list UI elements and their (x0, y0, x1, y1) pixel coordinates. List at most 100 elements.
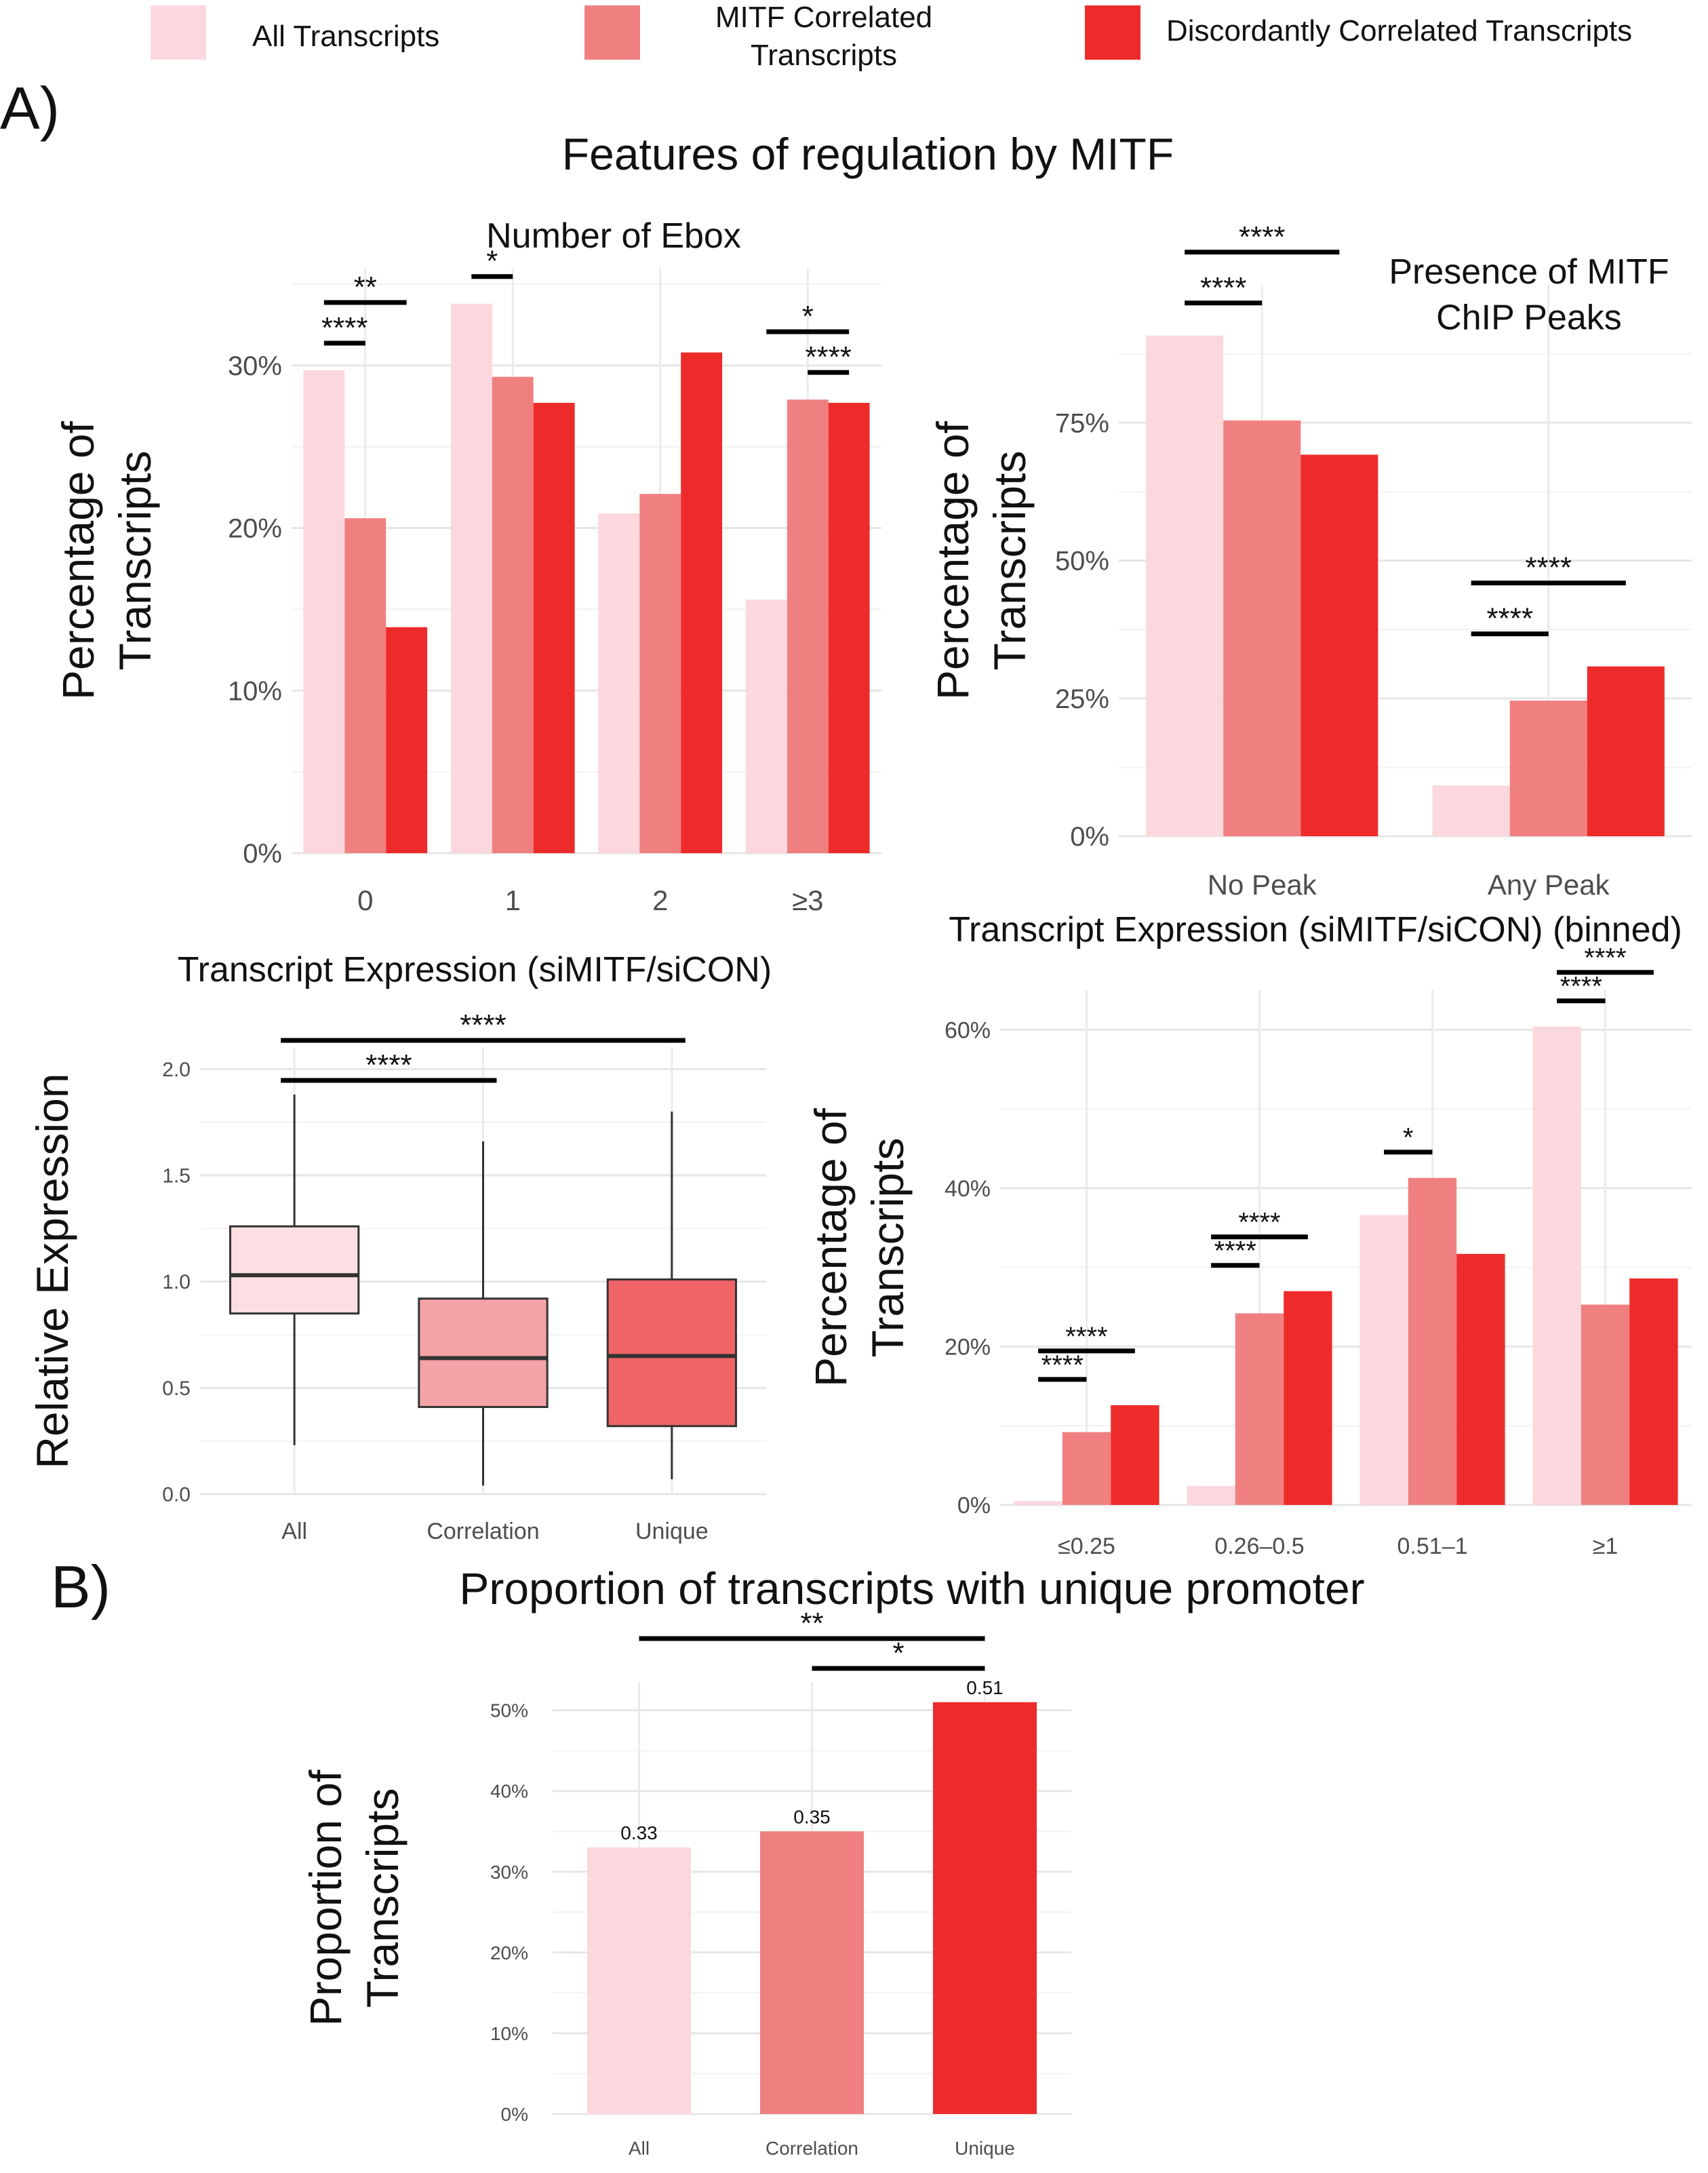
x-tick-label: 0.26–0.5 (1214, 1533, 1304, 1559)
bar-discordantly-correlated-transcripts-0 (386, 627, 428, 853)
significance-label: * (486, 245, 498, 278)
bar-discordantly-correlated-transcripts-3 (828, 402, 870, 853)
significance-label: **** (460, 1009, 507, 1042)
bar-unique (933, 1702, 1037, 2114)
significance-label: **** (1560, 972, 1602, 1002)
panel-b-label: B) (51, 1553, 111, 1620)
ebox-chart: 0%10%20%30%0 1 2 ≥3************Number of Eb… (53, 216, 881, 916)
x-tick-label: Correlation (426, 1519, 539, 1544)
legend-swatch-discordantly-correlated-transcripts (1085, 5, 1140, 60)
bar-all-transcripts-0-25 (1014, 1501, 1062, 1505)
x-tick-label: ≥1 (1593, 1533, 1618, 1559)
significance-label: **** (1238, 1208, 1280, 1238)
chart-title: Transcript Expression (siMITF/siCON) (bi… (949, 910, 1682, 950)
y-tick-label: 50% (490, 1700, 528, 1721)
box-all (229, 1225, 360, 1315)
bar-all-transcripts-0 (303, 370, 345, 853)
bar-all-transcripts-any-peak (1432, 785, 1510, 836)
bar-all-transcripts-0-51-1 (1359, 1215, 1408, 1505)
y-tick-label: 10% (490, 2023, 528, 2044)
significance-label: * (802, 300, 814, 333)
y-tick-label: 30% (228, 351, 282, 381)
bar-discordantly-correlated-transcripts-0-26-0-5 (1284, 1291, 1332, 1505)
bar-mitf-correlated-transcripts-1 (1581, 1304, 1630, 1505)
y-tick-label: 0% (243, 839, 282, 869)
legend-label-mitf-correlated-transcripts: MITF Correlated Transcripts (715, 1, 932, 72)
expression-boxplot: 0.0 0.5 1.0 1.5 2.0 All Correlation Unique **** *… (27, 950, 772, 1544)
significance-label: **** (321, 311, 368, 345)
significance-label: **** (1584, 943, 1626, 973)
bar-all-transcripts-0-26-0-5 (1187, 1485, 1235, 1505)
y-axis-title: Percentage of Transcripts (928, 420, 1035, 700)
y-tick-label: 40% (490, 1781, 528, 1802)
x-tick-label: 0.51–1 (1397, 1533, 1468, 1559)
legend-swatch-mitf-correlated-transcripts (584, 5, 640, 60)
bar-mitf-correlated-transcripts-2 (639, 494, 681, 853)
chart-title: Presence of MITF ChIP Peaks (1389, 252, 1669, 338)
x-tick-label: Any Peak (1488, 869, 1610, 901)
data-label: 0.33 (620, 1822, 658, 1843)
legend-label-all-transcripts: All Transcripts (252, 20, 439, 53)
y-tick-label: 2.0 (162, 1059, 191, 1081)
significance-label: ** (354, 271, 377, 304)
x-tick-label: All (281, 1519, 307, 1544)
y-tick-label: 40% (945, 1176, 991, 1202)
y-tick-label: 20% (945, 1334, 991, 1360)
bar-mitf-correlated-transcripts-1 (492, 376, 534, 853)
significance-label: **** (365, 1049, 412, 1082)
bar-discordantly-correlated-transcripts-0-51-1 (1456, 1253, 1505, 1505)
bar-mitf-correlated-transcripts-no-peak (1223, 420, 1301, 836)
bar-discordantly-correlated-transcripts-any-peak (1587, 666, 1665, 836)
x-tick-label: ≤0.25 (1058, 1533, 1115, 1559)
y-tick-label: 25% (1055, 684, 1109, 714)
significance-label: **** (1239, 220, 1286, 254)
legend-swatch-all-transcripts (151, 5, 206, 60)
y-axis-title: Percentage of Transcripts (806, 1108, 913, 1387)
x-tick-label: Unique (635, 1519, 709, 1544)
panel-b-title: Proportion of transcripts with unique pr… (459, 1563, 1364, 1613)
y-tick-label: 0% (501, 2104, 528, 2125)
x-tick-label: No Peak (1208, 869, 1317, 901)
data-label: 0.35 (793, 1806, 831, 1827)
y-axis-title: Percentage of Transcripts (53, 420, 160, 700)
bar-all (587, 1847, 691, 2114)
significance-label: **** (1526, 551, 1572, 585)
panel-a-label: A) (0, 75, 60, 142)
x-tick-label: Unique (955, 2138, 1015, 2159)
significance-label: **** (805, 340, 852, 374)
bar-mitf-correlated-transcripts-0-25 (1062, 1432, 1111, 1505)
y-tick-label: 0.0 (162, 1484, 191, 1506)
significance-label: **** (1041, 1350, 1084, 1380)
box-unique (606, 1278, 737, 1428)
significance-label: **** (1214, 1236, 1256, 1266)
x-tick-label: 1 (505, 884, 521, 916)
y-tick-label: 0.5 (162, 1377, 191, 1400)
y-tick-label: 10% (228, 676, 282, 706)
bar-all-transcripts-1 (450, 303, 492, 853)
legend-label-discordantly-correlated-transcripts: Discordantly Correlated Transcripts (1166, 14, 1632, 47)
bar-discordantly-correlated-transcripts-1 (1629, 1278, 1678, 1505)
bar-discordantly-correlated-transcripts-0-25 (1111, 1405, 1159, 1505)
x-tick-label: 0 (357, 884, 373, 916)
x-tick-label: ≥3 (792, 884, 823, 916)
significance-label: ** (800, 1607, 823, 1640)
x-tick-label: Correlation (766, 2138, 858, 2159)
y-tick-label: 20% (490, 1942, 528, 1963)
chart-title: Transcript Expression (siMITF/siCON) (178, 950, 772, 990)
bar-all-transcripts-1 (1532, 1026, 1581, 1505)
bar-discordantly-correlated-transcripts-1 (533, 402, 575, 853)
y-tick-label: 1.0 (162, 1271, 191, 1293)
y-axis-title: Relative Expression (27, 1073, 77, 1468)
binned-expression-chart: 0%20%40%60%≤0.25 0.26–0.5 0.51–1 ≥1********… (806, 910, 1692, 1559)
box-correlation (418, 1297, 549, 1409)
chip-peaks-chart: 0% 25% 50% 75% No Peak Any Peak **** **** **** **… (928, 220, 1692, 901)
bar-mitf-correlated-transcripts-0-51-1 (1408, 1177, 1457, 1505)
y-tick-label: 50% (1055, 547, 1109, 576)
bar-discordantly-correlated-transcripts-no-peak (1300, 454, 1378, 836)
y-tick-label: 0% (957, 1493, 991, 1519)
y-tick-label: 1.5 (162, 1165, 191, 1188)
bar-discordantly-correlated-transcripts-2 (681, 352, 723, 853)
significance-label: **** (1065, 1322, 1107, 1352)
bar-all-transcripts-2 (598, 513, 640, 853)
